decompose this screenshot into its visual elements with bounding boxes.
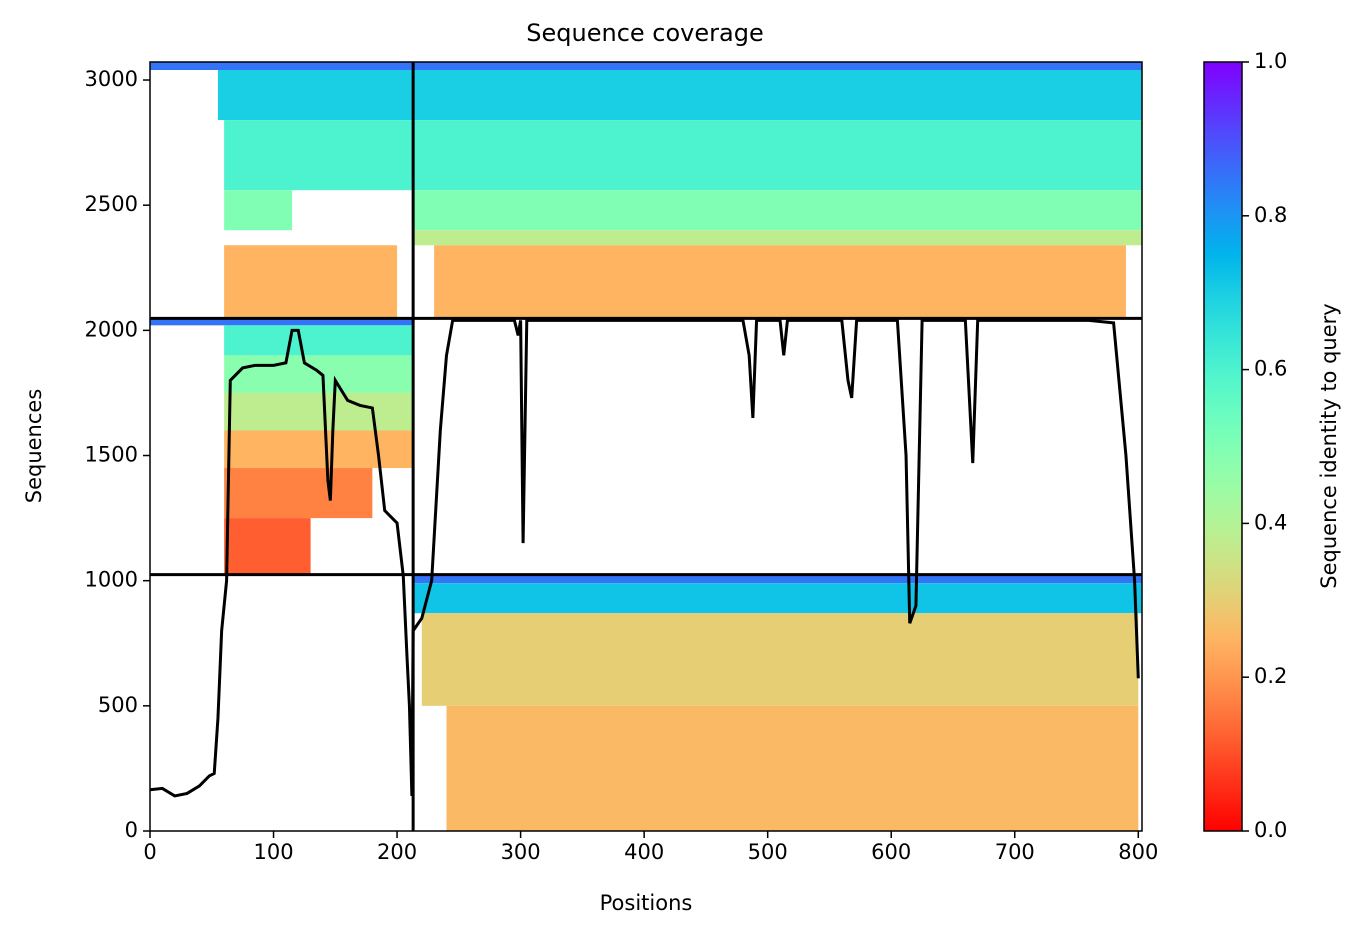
x-axis-label: Positions xyxy=(600,891,693,915)
coverage-block xyxy=(413,62,1142,71)
coverage-block xyxy=(434,245,1126,319)
colorbar xyxy=(1203,61,1243,832)
coverage-block xyxy=(224,518,311,575)
colorbar-tick-label: 0.0 xyxy=(1254,818,1287,842)
coverage-block xyxy=(413,120,1142,191)
y-tick-label: 3000 xyxy=(85,67,138,91)
colorbar-tick-label: 0.2 xyxy=(1254,664,1287,688)
y-tick-label: 1000 xyxy=(85,568,138,592)
colorbar-tick-label: 0.6 xyxy=(1254,357,1287,381)
coverage-block xyxy=(224,468,373,519)
y-tick-label: 1500 xyxy=(85,443,138,467)
y-tick-label: 2000 xyxy=(85,317,138,341)
coverage-block xyxy=(413,583,1142,614)
y-tick-label: 500 xyxy=(98,693,138,717)
chart-title: Sequence coverage xyxy=(526,19,763,47)
coverage-block xyxy=(413,574,1142,584)
coverage-block xyxy=(224,120,414,191)
x-tick-label: 700 xyxy=(995,840,1035,864)
x-tick-label: 400 xyxy=(624,840,664,864)
x-tick-label: 200 xyxy=(377,840,417,864)
x-tick-label: 100 xyxy=(253,840,293,864)
coverage-block xyxy=(413,190,1142,231)
coverage-block xyxy=(224,392,414,431)
coverage-block xyxy=(224,190,293,231)
x-tick-label: 500 xyxy=(748,840,788,864)
coverage-block xyxy=(224,355,414,393)
coverage-block xyxy=(224,325,414,356)
coverage-block xyxy=(224,430,414,469)
coverage-block xyxy=(150,62,414,71)
x-tick-label: 800 xyxy=(1118,840,1158,864)
coverage-block xyxy=(224,245,398,319)
colorbar-label: Sequence identity to query xyxy=(1317,303,1341,588)
x-tick-label: 300 xyxy=(501,840,541,864)
y-tick-label: 0 xyxy=(125,818,138,842)
x-tick-label: 600 xyxy=(871,840,911,864)
plot-frame xyxy=(149,61,1143,832)
colorbar-tick-label: 0.8 xyxy=(1254,203,1287,227)
coverage-line xyxy=(149,318,1140,798)
coverage-block xyxy=(217,70,414,121)
coverage-block xyxy=(413,70,1142,121)
colorbar-tick-label: 1.0 xyxy=(1254,49,1287,73)
x-tick-label: 0 xyxy=(143,840,156,864)
coverage-block xyxy=(150,318,414,326)
coverage-block xyxy=(413,230,1142,246)
coverage-block xyxy=(446,705,1139,831)
y-axis-label: Sequences xyxy=(22,389,46,504)
y-tick-label: 2500 xyxy=(85,192,138,216)
colorbar-tick-label: 0.4 xyxy=(1254,510,1287,534)
coverage-block xyxy=(421,613,1139,706)
